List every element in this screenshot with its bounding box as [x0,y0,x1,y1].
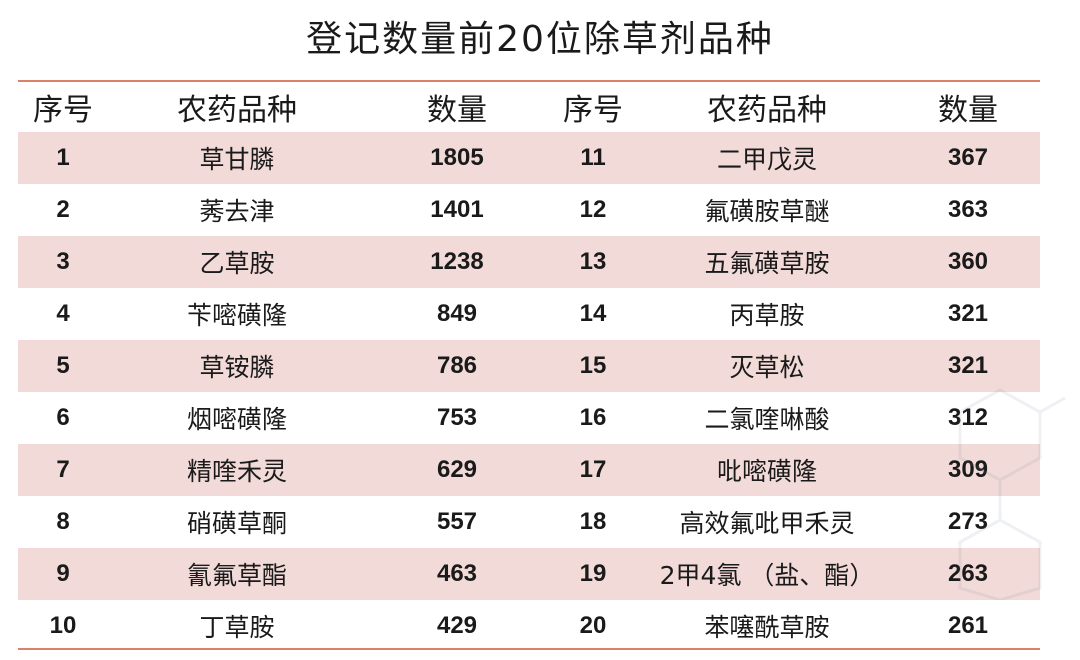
cell-serial-left: 4 [56,300,70,327]
cell-serial-right: 11 [548,132,638,184]
cell-count-right: 273 [947,508,989,535]
cell-count-left: 1238 [366,236,548,288]
cell-name-left: 乙草胺 [108,236,366,288]
cell-count-right: 312 [947,404,989,431]
cell-count-left: 786 [366,340,548,392]
table-row: 8 硝磺草酮 557 18 高效氟吡甲禾灵 273 [18,496,1040,548]
header-count-left: 数量 [427,93,487,128]
cell-serial-right: 15 [548,340,638,392]
cell-serial-left: 7 [18,444,108,496]
cell-serial-left: 5 [18,340,108,392]
cell-name-right: 灭草松 [638,340,896,392]
cell-serial-right: 18 [579,508,607,535]
cell-count-right: 261 [947,612,989,639]
cell-name-right: 苯噻酰草胺 [704,613,830,642]
herbicide-table: 序号 农药品种 数量 序号 农药品种 数量 1 草甘膦 1805 11 二甲戊灵 367 2… [18,82,1040,652]
cell-serial-left: 3 [18,236,108,288]
cell-count-right: 367 [896,132,1040,184]
cell-count-left: 463 [366,548,548,600]
cell-count-left: 557 [436,508,478,535]
table-row: 1 草甘膦 1805 11 二甲戊灵 367 [18,132,1040,184]
cell-count-left: 429 [436,612,478,639]
table-row: 9 氰氟草酯 463 19 2甲4氯 （盐、酯） 263 [18,548,1040,600]
cell-name-left: 莠去津 [199,197,275,226]
cell-name-left: 丁草胺 [199,613,275,642]
cell-name-right: 五氟磺草胺 [638,236,896,288]
cell-name-right: 2甲4氯 （盐、酯） [638,548,896,600]
top-rule [18,80,1040,82]
cell-name-right: 吡嘧磺隆 [638,444,896,496]
cell-count-right: 309 [896,444,1040,496]
cell-name-left: 硝磺草酮 [186,509,287,538]
cell-serial-right: 12 [579,196,607,223]
cell-name-left: 草铵膦 [108,340,366,392]
table-row: 5 草铵膦 786 15 灭草松 321 [18,340,1040,392]
cell-name-left: 草甘膦 [108,132,366,184]
cell-count-right: 321 [896,340,1040,392]
cell-count-right: 360 [896,236,1040,288]
cell-serial-left: 1 [18,132,108,184]
chemistry-watermark-icon [958,388,1066,600]
cell-name-left: 精喹禾灵 [108,444,366,496]
cell-name-right: 二氯喹啉酸 [704,405,830,434]
cell-name-right: 二甲戊灵 [638,132,896,184]
table-row: 3 乙草胺 1238 13 五氟磺草胺 360 [18,236,1040,288]
cell-count-right: 363 [947,196,989,223]
cell-count-left: 1401 [430,196,484,223]
cell-count-left: 849 [436,300,478,327]
cell-serial-left: 10 [49,612,77,639]
cell-serial-right: 14 [579,300,607,327]
table-row: 6 烟嘧磺隆 753 16 二氯喹啉酸 312 [18,392,1040,444]
cell-serial-left: 6 [56,404,70,431]
cell-count-left: 1805 [366,132,548,184]
cell-count-left: 629 [366,444,548,496]
cell-count-right: 263 [896,548,1040,600]
bottom-rule [18,648,1040,650]
cell-serial-right: 19 [548,548,638,600]
table-row: 2 莠去津 1401 12 氟磺胺草醚 363 [18,184,1040,236]
table-row: 4 苄嘧磺隆 849 14 丙草胺 321 [18,288,1040,340]
cell-serial-right: 16 [579,404,607,431]
cell-serial-left: 8 [56,508,70,535]
cell-serial-right: 13 [548,236,638,288]
cell-serial-left: 9 [18,548,108,600]
cell-name-right: 丙草胺 [729,301,805,330]
cell-serial-left: 2 [56,196,70,223]
cell-name-left: 氰氟草酯 [108,548,366,600]
header-name-right: 农药品种 [707,93,827,128]
table-row: 7 精喹禾灵 629 17 吡嘧磺隆 309 [18,444,1040,496]
cell-name-right: 氟磺胺草醚 [704,197,830,226]
cell-name-left: 苄嘧磺隆 [186,301,287,330]
header-serial-right: 序号 [563,93,623,128]
cell-name-right: 高效氟吡甲禾灵 [679,509,855,538]
header-serial-left: 序号 [33,93,93,128]
cell-serial-right: 17 [548,444,638,496]
cell-name-left: 烟嘧磺隆 [186,405,287,434]
table-row: 10 丁草胺 429 20 苯噻酰草胺 261 [18,600,1040,652]
header-name-left: 农药品种 [177,93,297,128]
page-title: 登记数量前20位除草剂品种 [306,19,774,60]
cell-count-left: 753 [436,404,478,431]
table-header-row: 序号 农药品种 数量 序号 农药品种 数量 [18,82,1040,132]
cell-serial-right: 20 [579,612,607,639]
cell-count-right: 321 [947,300,989,327]
header-count-right: 数量 [938,93,998,128]
